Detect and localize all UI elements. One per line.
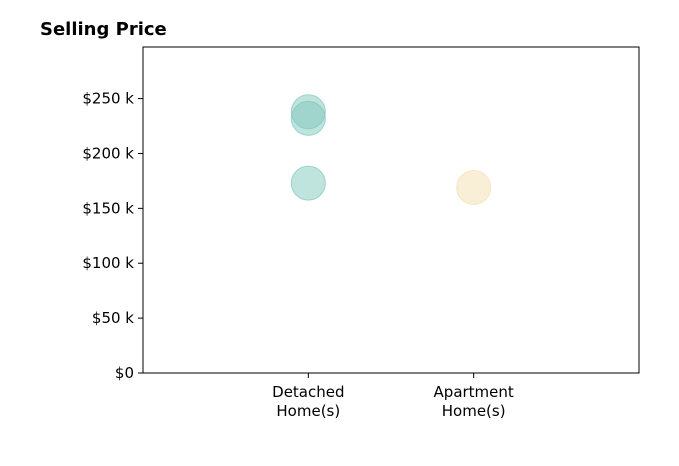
point [290, 165, 326, 201]
y-tick-label: $150 k [82, 199, 134, 217]
label-line: Detached [272, 383, 344, 401]
x-tick-label: Detached Home(s) [272, 383, 344, 420]
label-line: Home(s) [276, 402, 340, 420]
x-tick-label: Apartment Home(s) [434, 383, 514, 420]
y-tick-label: $50 k [92, 309, 134, 327]
y-tick-label: $250 k [82, 90, 134, 108]
point [290, 100, 326, 136]
point [456, 169, 492, 205]
y-tick-label: $200 k [82, 144, 134, 162]
chart-title: Selling Price [40, 19, 167, 40]
plot-frame [142, 46, 640, 374]
y-tick-label: $100 k [82, 254, 134, 272]
label-line: Home(s) [442, 402, 506, 420]
y-tick-label: $0 [115, 364, 134, 382]
label-line: Apartment [434, 383, 514, 401]
